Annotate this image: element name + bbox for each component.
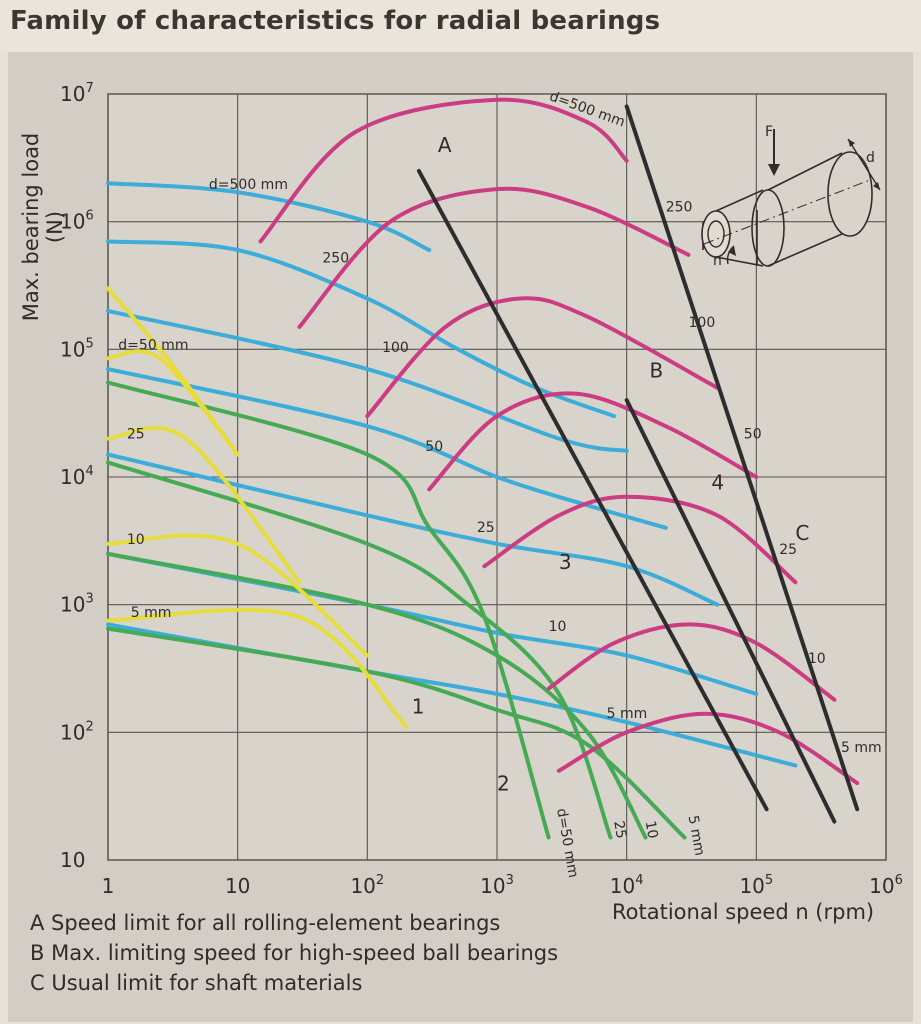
series-line-1-2	[106, 533, 370, 658]
curve-marker-B: B	[650, 359, 664, 383]
title-band	[0, 0, 921, 52]
series-line-3-9	[258, 97, 629, 244]
y-tick-label: 103	[60, 592, 94, 617]
curve-label: 50	[425, 439, 443, 455]
series-line-3-13	[482, 494, 798, 585]
curve-label: 250	[666, 200, 693, 216]
curve-marker-A: A	[438, 133, 452, 157]
curve-marker-3: 3	[559, 550, 572, 574]
curve-label: 100	[382, 340, 409, 356]
series-line-3-11	[365, 296, 720, 419]
series-line-limit-24	[624, 398, 837, 824]
series-line-limit-23	[416, 168, 769, 812]
legend-item-b: B Max. limiting speed for high-speed bal…	[30, 941, 559, 965]
series-line-4-20	[106, 452, 720, 607]
y-tick-label: 104	[60, 464, 94, 489]
y-tick-label: 107	[60, 81, 94, 106]
x-tick-label: 106	[869, 873, 903, 898]
curve-label: 5 mm	[131, 605, 172, 621]
curve-label: d=500 mm	[209, 177, 288, 193]
curve-label: 5 mm	[607, 706, 648, 722]
series-line-3-15	[556, 711, 860, 786]
series-line-2-8	[106, 626, 687, 840]
curve-label: 10	[127, 532, 145, 548]
inset-label-diameter: d	[866, 150, 875, 166]
curve-marker-4: 4	[711, 470, 724, 494]
curve-label: d=50 mm	[118, 337, 188, 353]
x-tick-label: 103	[480, 873, 514, 898]
series-line-3-14	[546, 622, 837, 702]
curve-label: 10	[549, 619, 567, 635]
curve-label: 250	[322, 250, 349, 266]
series-line-2-5	[106, 380, 551, 840]
series-line-4-18	[106, 308, 629, 453]
legend-item-c: C Usual limit for shaft materials	[30, 971, 363, 995]
y-axis-label: Max. bearing load (N)	[19, 132, 67, 322]
inset-label-force: F	[765, 124, 773, 140]
curve-label: 10	[642, 820, 661, 840]
y-tick-label: 105	[60, 336, 94, 361]
curve-label: 25	[610, 820, 629, 840]
series-line-1-3	[106, 607, 409, 729]
series-line-3-10	[297, 186, 691, 329]
x-tick-label: 10	[225, 874, 250, 898]
y-tick-label: 10	[60, 848, 85, 872]
curve-label: 5 mm	[841, 740, 882, 756]
series-line-4-19	[106, 367, 668, 530]
x-axis-label: Rotational speed n (rpm)	[612, 900, 875, 924]
curve-label: 50	[744, 427, 762, 443]
chart-title: Family of characteristics for radial bea…	[10, 6, 661, 36]
y-tick-label: 102	[60, 719, 94, 744]
curves	[106, 97, 860, 840]
curve-label: 10	[808, 651, 826, 667]
legend-item-a: A Speed limit for all rolling-element be…	[30, 911, 501, 935]
curve-marker-1: 1	[412, 695, 425, 719]
curve-label: 25	[779, 542, 797, 558]
series-line-3-12	[427, 391, 759, 492]
curve-label: 100	[689, 315, 716, 331]
curve-marker-2: 2	[497, 772, 510, 796]
x-tick-label: 105	[739, 873, 773, 898]
series-line-limit-25	[624, 104, 860, 812]
curve-marker-C: C	[795, 521, 809, 545]
bearing-diagram: F d n	[701, 124, 881, 269]
markers: A B C 1 2 3 4	[412, 133, 810, 795]
series-line-1-4	[106, 349, 240, 457]
x-tick-label: 1	[102, 874, 115, 898]
curve-label: 25	[477, 520, 495, 536]
curve-label: 5 mm	[685, 814, 708, 857]
x-tick-label: 102	[350, 873, 384, 898]
x-tick-label: 104	[610, 873, 644, 898]
series-line-1-1	[106, 426, 302, 585]
inset-label-speed: n	[713, 253, 722, 269]
curve-label: 25	[127, 427, 145, 443]
